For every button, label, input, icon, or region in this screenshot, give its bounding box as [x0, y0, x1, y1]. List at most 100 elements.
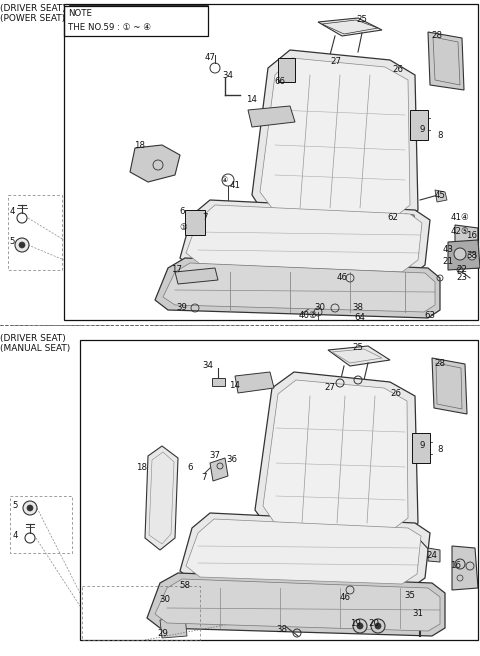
Polygon shape [186, 205, 422, 272]
Text: 41: 41 [229, 180, 240, 190]
Text: ④: ④ [222, 177, 228, 183]
Text: 38: 38 [467, 251, 478, 260]
Text: 14: 14 [229, 382, 240, 390]
Polygon shape [235, 372, 274, 393]
Polygon shape [145, 446, 178, 550]
Polygon shape [255, 372, 418, 538]
Bar [80, 340, 478, 640]
Polygon shape [252, 50, 418, 225]
Text: 30: 30 [159, 596, 170, 604]
Text: 26: 26 [393, 66, 404, 75]
Text: NOTE: NOTE [68, 9, 92, 18]
Circle shape [375, 623, 381, 629]
Text: 46: 46 [339, 594, 350, 602]
Text: 23: 23 [456, 274, 468, 283]
Text: 6: 6 [179, 207, 185, 216]
Text: 7: 7 [201, 474, 207, 483]
Text: 19: 19 [349, 619, 360, 628]
Text: 18: 18 [134, 140, 145, 150]
Text: 29: 29 [157, 630, 168, 638]
Text: 28: 28 [432, 30, 443, 39]
Circle shape [371, 619, 385, 633]
Circle shape [357, 623, 363, 629]
Polygon shape [155, 258, 440, 318]
Polygon shape [163, 263, 435, 312]
Text: 21: 21 [443, 258, 454, 266]
Polygon shape [147, 573, 445, 636]
Text: 38: 38 [276, 626, 288, 634]
Text: 41④: 41④ [451, 213, 469, 222]
Text: 16: 16 [467, 230, 478, 239]
Text: (DRIVER SEAT): (DRIVER SEAT) [0, 3, 66, 12]
Circle shape [15, 238, 29, 252]
Text: 40②: 40② [299, 312, 317, 321]
Text: 17: 17 [171, 266, 182, 274]
Bar [10, 496, 72, 553]
Polygon shape [263, 380, 408, 530]
Text: 18: 18 [136, 464, 147, 472]
Polygon shape [212, 378, 225, 386]
Text: 28: 28 [434, 359, 445, 369]
Circle shape [353, 619, 367, 633]
Text: 24: 24 [427, 552, 437, 560]
Polygon shape [435, 190, 447, 202]
Polygon shape [428, 32, 464, 90]
Text: 66: 66 [275, 77, 286, 87]
Polygon shape [328, 346, 390, 366]
Polygon shape [452, 546, 478, 590]
Text: 5: 5 [9, 237, 15, 247]
Polygon shape [160, 616, 187, 638]
Text: 62: 62 [387, 213, 398, 222]
Text: 4: 4 [9, 207, 15, 216]
Bar [185, 210, 205, 235]
Text: 47: 47 [204, 54, 216, 62]
Polygon shape [452, 256, 463, 265]
Bar [64, 4, 478, 320]
Polygon shape [180, 200, 430, 278]
Polygon shape [428, 548, 440, 562]
Text: 7: 7 [202, 213, 208, 222]
Polygon shape [180, 513, 430, 590]
Text: 46: 46 [336, 274, 348, 283]
Text: 8: 8 [437, 131, 443, 140]
Circle shape [466, 562, 474, 570]
Text: 38: 38 [352, 304, 363, 312]
Text: 35: 35 [405, 592, 416, 600]
Polygon shape [260, 58, 410, 218]
Bar [412, 433, 430, 463]
Polygon shape [178, 572, 205, 598]
Text: 39: 39 [177, 304, 187, 312]
Polygon shape [248, 106, 295, 127]
Bar [410, 110, 428, 140]
Text: 43: 43 [443, 245, 454, 255]
Text: 9: 9 [420, 441, 425, 451]
Text: 36: 36 [227, 455, 238, 464]
Text: 34: 34 [223, 70, 233, 79]
Text: 63: 63 [424, 310, 435, 319]
Polygon shape [186, 519, 421, 584]
Text: 5: 5 [12, 501, 18, 510]
Bar [8, 195, 62, 270]
Text: 37: 37 [209, 451, 220, 461]
Bar [278, 58, 295, 82]
Text: 22: 22 [456, 266, 468, 274]
Text: 25: 25 [352, 344, 363, 352]
Text: ①: ① [179, 224, 187, 232]
Text: (POWER SEAT): (POWER SEAT) [0, 14, 65, 22]
Polygon shape [155, 579, 440, 631]
Circle shape [454, 248, 466, 260]
Circle shape [27, 505, 33, 511]
Text: 58: 58 [180, 581, 191, 590]
Text: 8: 8 [437, 445, 443, 455]
Circle shape [455, 559, 465, 569]
Text: (MANUAL SEAT): (MANUAL SEAT) [0, 344, 70, 352]
Polygon shape [455, 225, 478, 268]
Polygon shape [448, 240, 480, 270]
Circle shape [19, 242, 25, 248]
Polygon shape [175, 268, 218, 284]
Text: 16: 16 [451, 562, 461, 571]
Polygon shape [318, 18, 382, 36]
Bar [82, 586, 200, 640]
Text: 9: 9 [420, 125, 425, 134]
Polygon shape [130, 145, 180, 182]
